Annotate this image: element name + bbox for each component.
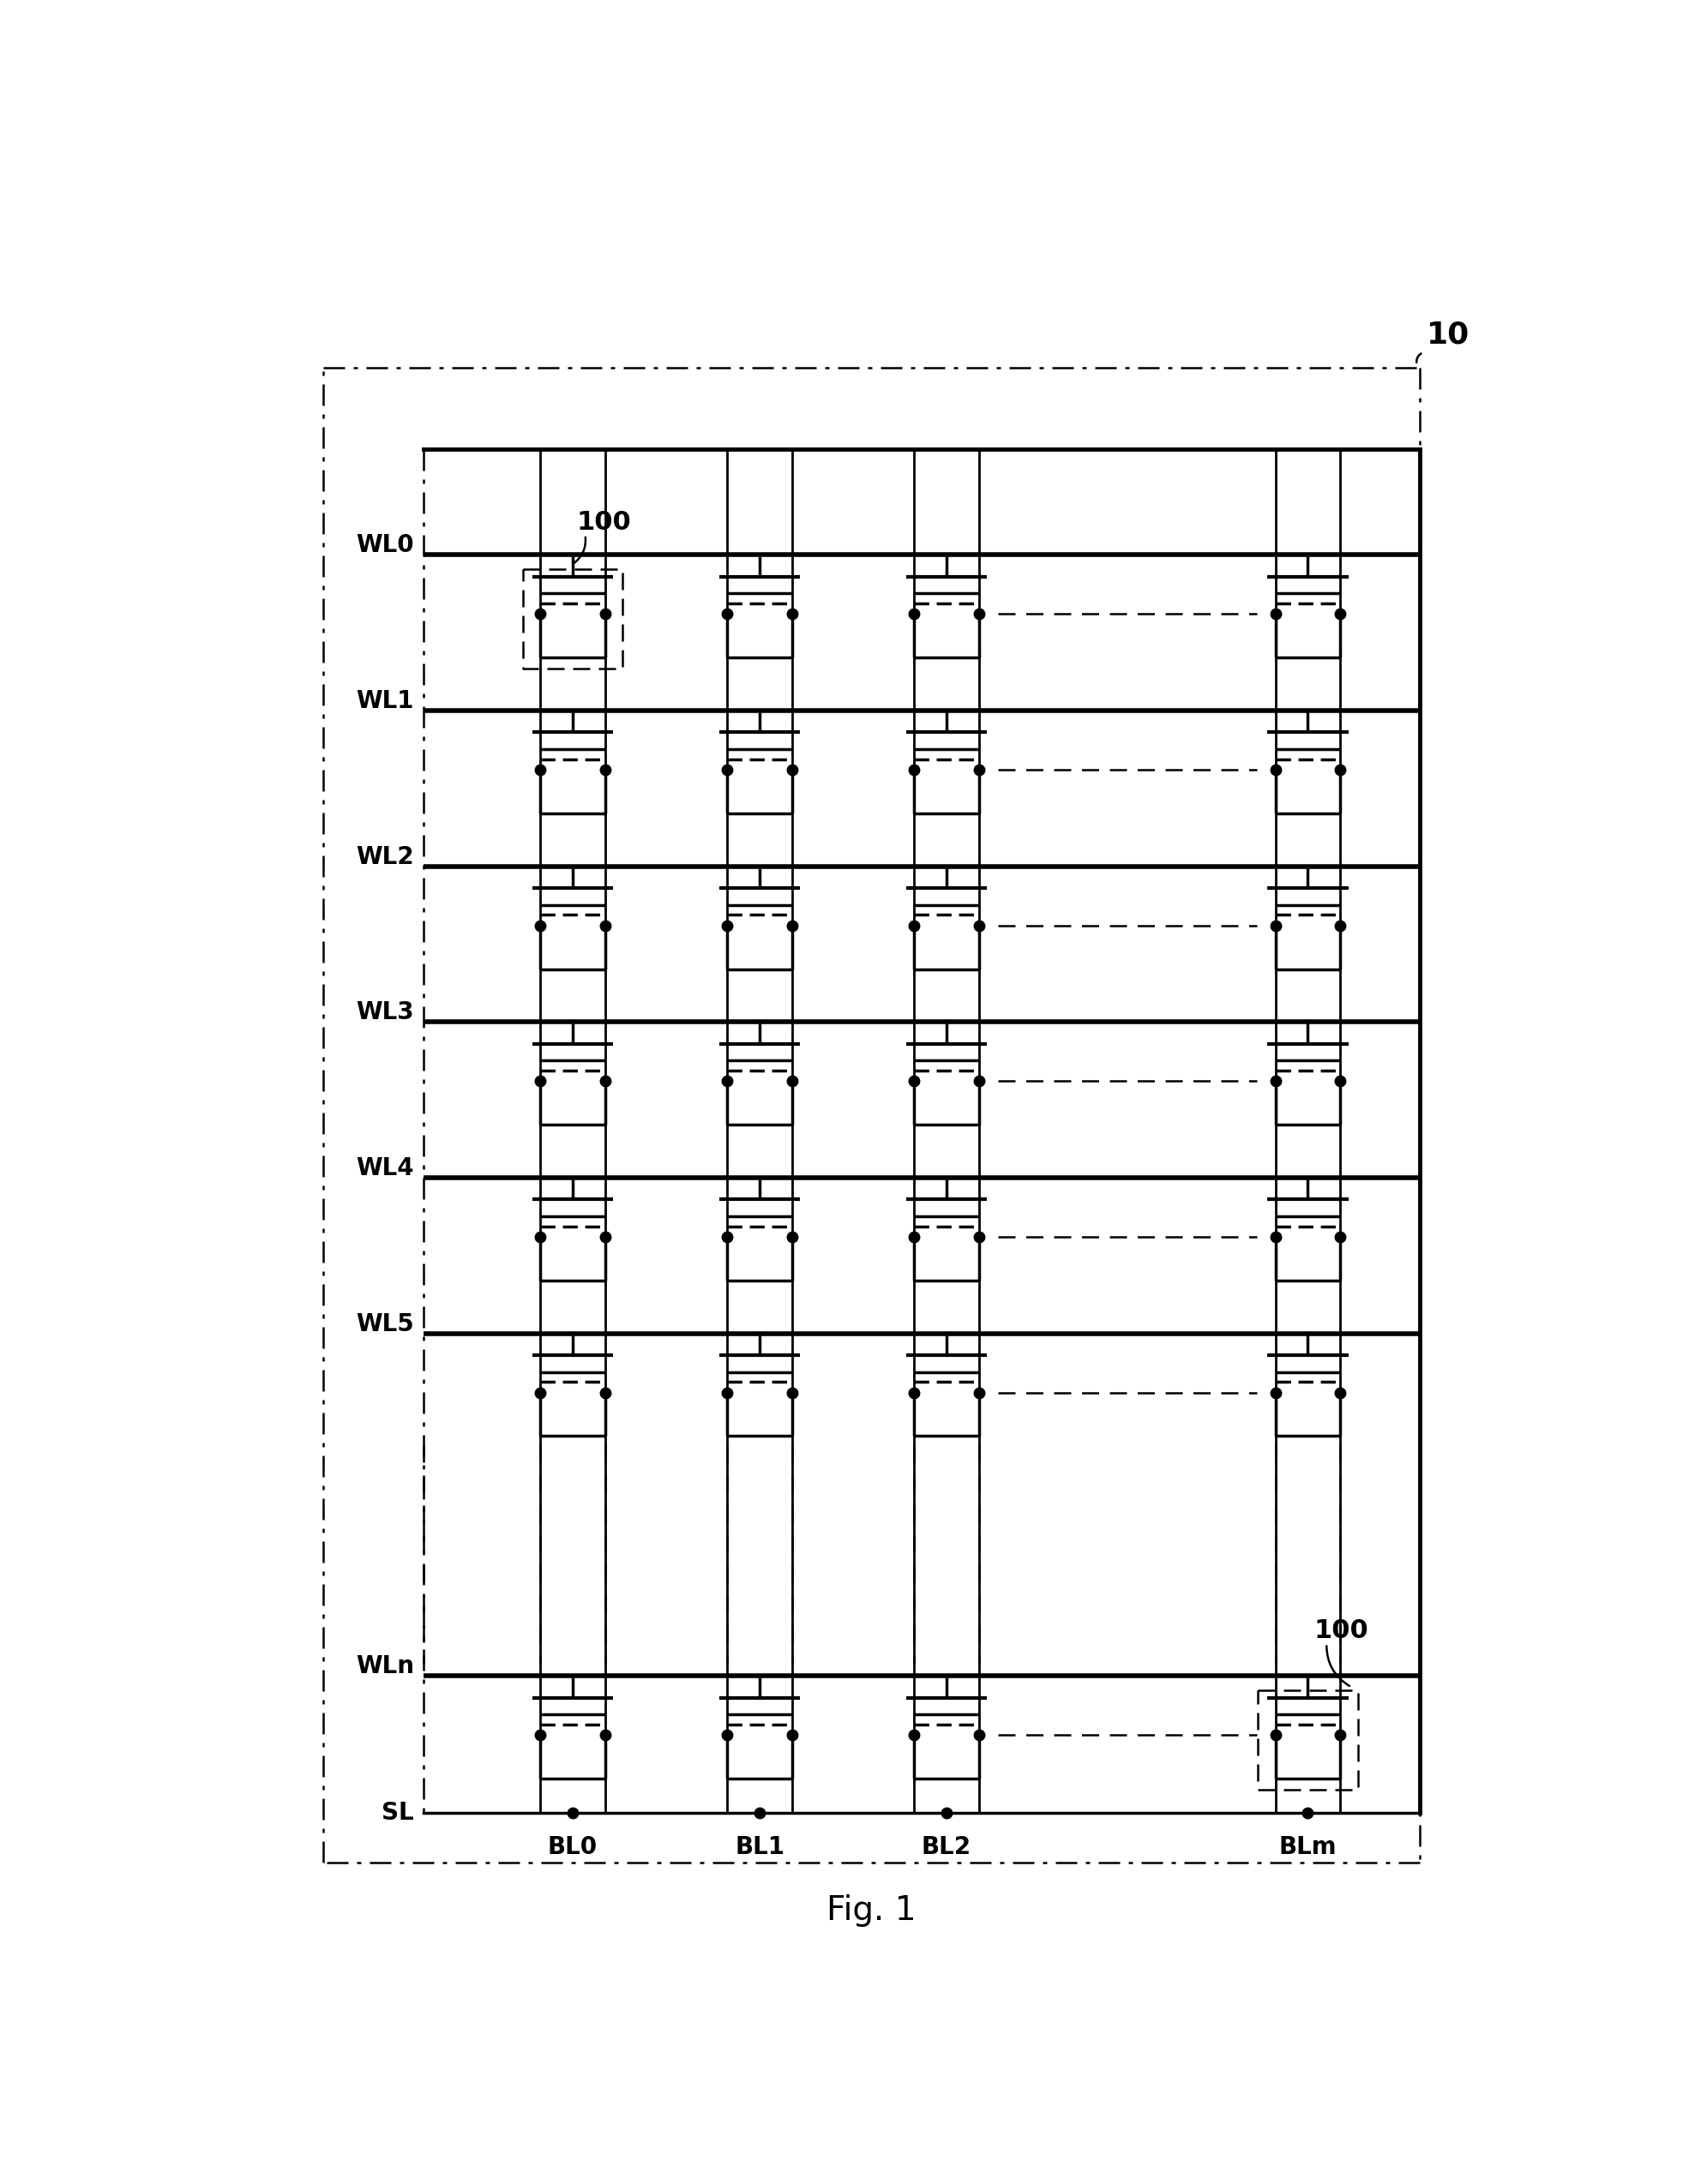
Text: BLm: BLm: [1279, 1835, 1337, 1859]
Text: BL1: BL1: [735, 1835, 784, 1859]
FancyArrowPatch shape: [1327, 1647, 1349, 1686]
Text: BL0: BL0: [548, 1835, 597, 1859]
Text: WLn: WLn: [356, 1655, 413, 1679]
Text: WL0: WL0: [356, 533, 413, 557]
FancyArrowPatch shape: [1417, 354, 1420, 363]
Text: 10: 10: [1425, 321, 1470, 349]
Text: BL2: BL2: [922, 1835, 971, 1859]
FancyArrowPatch shape: [575, 537, 585, 563]
Text: SL: SL: [381, 1802, 413, 1826]
Text: 100: 100: [1315, 1618, 1369, 1645]
Text: WL4: WL4: [356, 1155, 413, 1179]
Text: 100: 100: [577, 511, 631, 535]
Text: WL3: WL3: [356, 1000, 413, 1024]
Text: WL2: WL2: [356, 845, 413, 869]
Text: WL5: WL5: [356, 1313, 413, 1337]
Text: Fig. 1: Fig. 1: [827, 1894, 917, 1926]
Text: WL1: WL1: [356, 690, 413, 714]
